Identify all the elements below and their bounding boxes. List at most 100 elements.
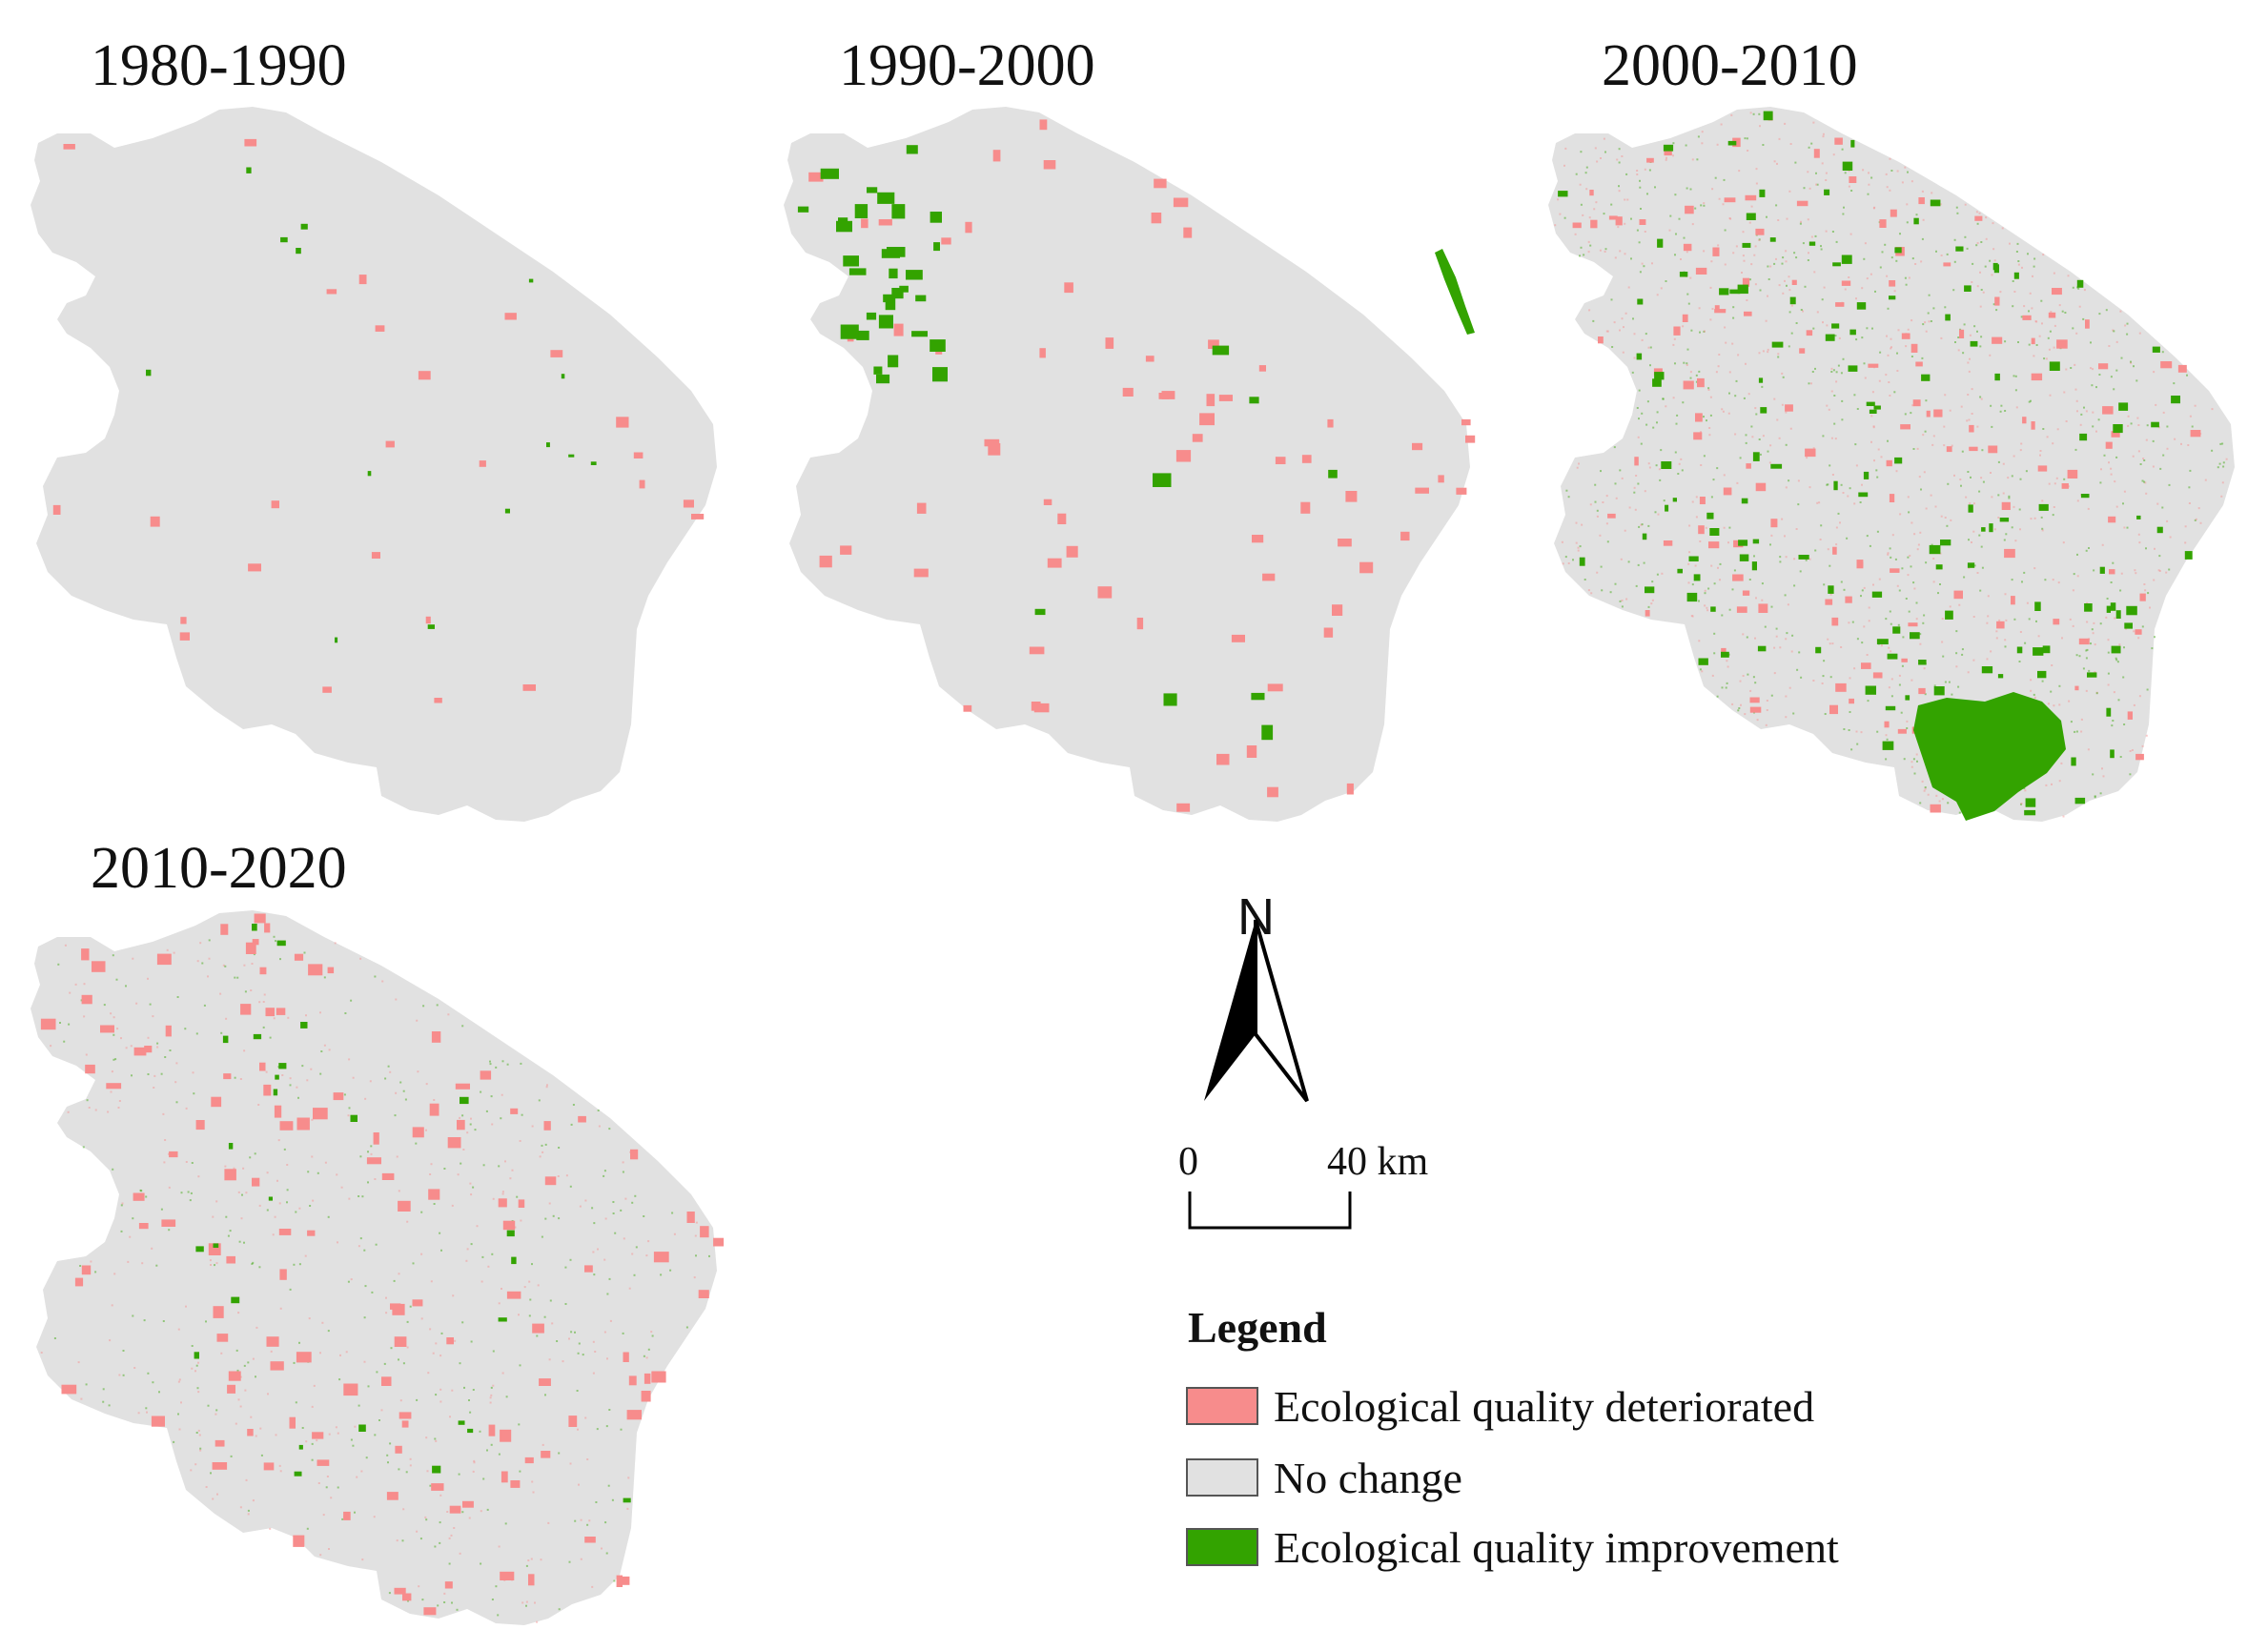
deteriorated-patch <box>444 1581 453 1589</box>
speckle-pixel <box>443 1168 446 1170</box>
speckle-pixel <box>593 1273 596 1276</box>
speckle-pixel <box>259 1427 262 1430</box>
speckle-pixel <box>2110 467 2113 470</box>
deteriorated-patch <box>373 1132 379 1145</box>
speckle-pixel <box>324 1161 327 1164</box>
speckle-pixel <box>1672 142 1675 145</box>
improvement-patch <box>1913 217 1919 225</box>
speckle-pixel <box>2143 583 2146 585</box>
speckle-pixel <box>2074 448 2077 451</box>
deteriorated-patch <box>2067 469 2078 479</box>
speckle-pixel <box>1877 448 1880 451</box>
speckle-pixel <box>2030 679 2033 682</box>
improvement-patch <box>1858 492 1869 498</box>
speckle-pixel <box>1925 330 1928 333</box>
speckle-pixel <box>247 1509 250 1512</box>
speckle-pixel <box>1718 354 1721 356</box>
speckle-pixel <box>210 1264 212 1266</box>
speckle-pixel <box>1619 329 1621 332</box>
improvement-patch <box>2124 622 2133 629</box>
speckle-pixel <box>311 1442 314 1445</box>
speckle-pixel <box>2091 384 2094 387</box>
improvement-patch <box>252 924 257 931</box>
speckle-pixel <box>1767 348 1769 351</box>
speckle-pixel <box>174 1081 177 1084</box>
speckle-pixel <box>250 989 253 991</box>
speckle-pixel <box>1630 257 1632 260</box>
improvement-patch <box>1993 264 1999 274</box>
speckle-pixel <box>2040 516 2043 519</box>
speckle-pixel <box>1810 235 1813 238</box>
deteriorated-patch <box>1721 647 1727 655</box>
speckle-pixel <box>531 1125 534 1128</box>
speckle-pixel <box>1735 379 1738 382</box>
speckle-pixel <box>260 1454 263 1456</box>
speckle-pixel <box>319 1554 322 1557</box>
speckle-pixel <box>1950 519 1952 521</box>
speckle-pixel <box>1675 422 1678 425</box>
improvement-patch <box>1686 592 1698 602</box>
speckle-pixel <box>146 1411 148 1414</box>
speckle-pixel <box>1594 483 1597 486</box>
improvement-patch <box>1645 586 1655 594</box>
speckle-pixel <box>2125 627 2128 630</box>
speckle-pixel <box>1890 678 1893 681</box>
speckle-pixel <box>2004 340 2007 343</box>
speckle-pixel <box>1910 356 1913 357</box>
improvement-patch <box>2071 757 2076 766</box>
deteriorated-patch <box>1589 190 1594 196</box>
improvement-patch <box>797 206 809 213</box>
speckle-pixel <box>1907 171 1909 173</box>
speckle-pixel <box>1776 162 1778 165</box>
speckle-pixel <box>2112 329 2115 332</box>
speckle-pixel <box>269 1527 272 1530</box>
deteriorated-patch <box>2004 548 2015 559</box>
improvement-patch <box>1642 533 1647 540</box>
speckle-pixel <box>1749 278 1751 281</box>
speckle-pixel <box>2077 287 2080 290</box>
deteriorated-patch <box>2135 753 2144 761</box>
improvement-patch <box>1892 626 1901 634</box>
speckle-pixel <box>1879 266 1882 269</box>
speckle-pixel <box>433 1099 436 1101</box>
speckle-pixel <box>470 1243 473 1246</box>
speckle-pixel <box>1885 173 1888 175</box>
speckle-pixel <box>389 1070 392 1073</box>
speckle-pixel <box>2219 442 2222 445</box>
speckle-pixel <box>1784 279 1786 282</box>
deteriorated-patch <box>1598 336 1604 344</box>
speckle-pixel <box>1967 671 1970 674</box>
speckle-pixel <box>1813 271 1816 274</box>
speckle-pixel <box>1990 650 1992 653</box>
speckle-pixel <box>1872 426 1875 429</box>
improvement-patch <box>2171 396 2180 404</box>
speckle-pixel <box>1754 407 1757 410</box>
speckle-pixel <box>544 1143 547 1146</box>
deteriorated-patch <box>279 1269 287 1280</box>
deteriorated-patch <box>992 150 1001 162</box>
deteriorated-patch <box>504 313 517 320</box>
speckle-pixel <box>1961 648 1964 651</box>
speckle-pixel <box>612 1212 615 1214</box>
speckle-pixel <box>425 1518 428 1521</box>
speckle-pixel <box>2166 425 2169 428</box>
speckle-pixel <box>576 1390 579 1392</box>
speckle-pixel <box>1976 330 1978 333</box>
speckle-pixel <box>2161 506 2164 509</box>
speckle-pixel <box>1641 262 1644 265</box>
speckle-pixel <box>1647 605 1650 608</box>
speckle-pixel <box>363 1249 366 1252</box>
speckle-pixel <box>631 1253 634 1255</box>
region-outline <box>784 107 1470 822</box>
speckle-pixel <box>1957 336 1960 338</box>
speckle-pixel <box>601 1547 603 1550</box>
speckle-pixel <box>1643 265 1645 268</box>
speckle-pixel <box>1969 334 1972 336</box>
speckle-pixel <box>208 939 211 942</box>
speckle-pixel <box>2187 444 2190 446</box>
speckle-pixel <box>1747 150 1749 152</box>
deteriorated-patch <box>2031 373 2043 381</box>
speckle-pixel <box>1822 135 1825 138</box>
deteriorated-patch <box>1412 442 1423 451</box>
speckle-pixel <box>199 942 202 945</box>
